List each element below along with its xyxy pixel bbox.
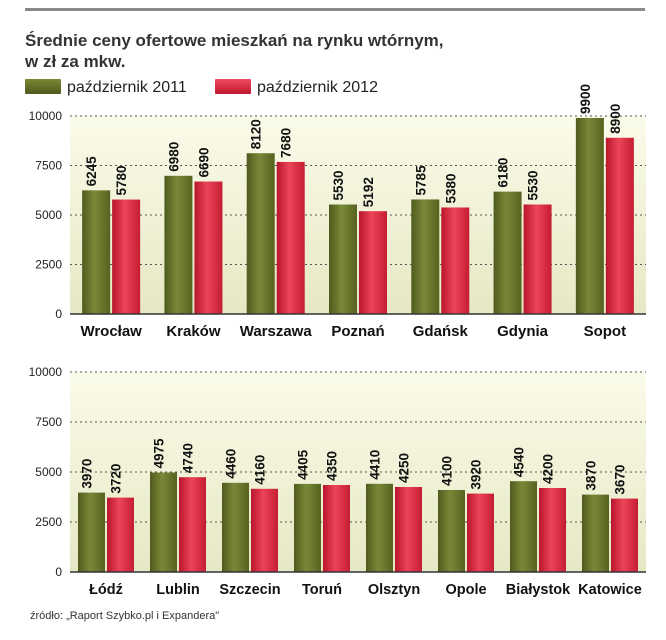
data-label: 5780: [114, 166, 129, 196]
category-label: Opole: [445, 582, 486, 598]
data-label: 4100: [440, 456, 455, 486]
data-label: 7680: [279, 128, 294, 158]
top-rule: [25, 8, 645, 11]
category-label: Łódź: [89, 582, 123, 598]
data-label: 3970: [80, 459, 95, 489]
data-label: 3720: [109, 464, 124, 494]
chart-panel-2: 0 2500 5000 7500 10000 3970 3720 Łódź 4975 4740 Lu…: [29, 365, 646, 598]
bar-2012: [359, 211, 387, 314]
bar-2011: [366, 483, 393, 572]
bar-2011: [150, 472, 177, 572]
bar-2011: [329, 204, 357, 314]
category-label: Olsztyn: [368, 582, 420, 598]
data-label: 6690: [196, 147, 211, 177]
data-label: 5530: [331, 170, 346, 200]
bar-2012: [179, 477, 206, 572]
bar-2012: [605, 137, 634, 314]
category-label: Szczecin: [219, 582, 280, 598]
legend-item-2011: październik 2011: [25, 78, 187, 98]
data-label: 3870: [584, 461, 599, 491]
legend-swatch-2012: [215, 79, 251, 94]
bar-2011: [164, 175, 193, 314]
data-label: 9900: [578, 84, 593, 114]
y-tick-label: 0: [55, 307, 62, 321]
data-label: 5530: [526, 170, 541, 200]
category-label: Poznań: [331, 323, 384, 340]
data-label: 8900: [608, 104, 623, 134]
data-label: 3920: [469, 460, 484, 490]
legend-label-2012: październik 2012: [257, 79, 378, 96]
category-label: Sopot: [584, 323, 627, 340]
data-label: 4460: [224, 449, 239, 479]
chart-title-line-1: Średnie ceny ofertowe mieszkań na rynku …: [25, 31, 444, 50]
data-label: 4160: [253, 455, 268, 485]
category-label: Katowice: [578, 582, 642, 598]
bar-2011: [246, 153, 275, 314]
data-label: 4975: [152, 438, 167, 469]
bar-2012: [251, 488, 278, 572]
bar-2011: [493, 191, 522, 314]
category-label: Gdańsk: [413, 323, 469, 340]
y-tick-label: 10000: [29, 365, 63, 379]
data-label: 6245: [84, 156, 99, 187]
y-tick-label: 7500: [35, 159, 62, 173]
data-label: 5192: [361, 177, 376, 207]
data-label: 5785: [413, 165, 428, 196]
data-label: 4740: [181, 443, 196, 473]
bar-2012: [467, 493, 494, 572]
category-label: Warszawa: [240, 323, 313, 340]
category-label: Kraków: [166, 323, 221, 340]
legend-label-2011: październik 2011: [67, 79, 187, 96]
data-label: 8120: [249, 119, 264, 149]
category-label: Białystok: [506, 582, 571, 598]
data-label: 6180: [496, 158, 511, 188]
bar-2012: [112, 199, 141, 314]
bar-2012: [395, 487, 422, 572]
y-tick-label: 0: [55, 565, 62, 579]
bar-2011: [582, 494, 609, 572]
data-label: 4350: [325, 451, 340, 481]
chart-title: Średnie ceny ofertowe mieszkań na rynku …: [25, 30, 625, 72]
bar-2012: [523, 204, 552, 314]
bar-2012: [611, 498, 638, 572]
data-label: 4540: [512, 447, 527, 477]
bar-2012: [539, 488, 566, 572]
data-label: 4405: [296, 449, 311, 480]
data-label: 5380: [443, 173, 458, 203]
legend-swatch-2011: [25, 79, 61, 94]
y-tick-label: 10000: [29, 109, 63, 123]
data-label: 4200: [541, 454, 556, 484]
y-tick-label: 2500: [35, 515, 62, 529]
bar-2011: [510, 481, 537, 572]
source-note: źródło: „Raport Szybko.pl i Expandera": [30, 610, 220, 622]
bar-2011: [294, 483, 321, 572]
category-label: Toruń: [302, 582, 342, 598]
data-label: 6980: [166, 142, 181, 172]
data-label: 4250: [397, 453, 412, 483]
bar-2012: [276, 161, 305, 314]
data-label: 3670: [613, 465, 628, 495]
bar-2011: [222, 482, 249, 572]
chart-title-line-2: w zł za mkw.: [25, 52, 126, 71]
bar-2011: [82, 190, 111, 314]
bar-2011: [575, 117, 604, 314]
bar-2012: [441, 207, 470, 314]
chart-panel-1: 0 2500 5000 7500 10000 6245 5780 Wrocław 6980 669…: [29, 84, 646, 340]
bar-2012: [107, 497, 134, 572]
bar-2012: [194, 181, 223, 314]
bar-2012: [323, 485, 350, 572]
category-label: Wrocław: [80, 323, 142, 340]
bar-2011: [78, 492, 105, 572]
category-label: Lublin: [156, 582, 200, 598]
data-label: 4410: [368, 450, 383, 480]
bar-2011: [438, 490, 465, 572]
bar-2011: [411, 199, 440, 314]
category-label: Gdynia: [497, 323, 549, 340]
legend-item-2012: październik 2012: [215, 78, 378, 98]
y-tick-label: 2500: [35, 258, 62, 272]
y-tick-label: 5000: [35, 465, 62, 479]
y-tick-label: 7500: [35, 415, 62, 429]
y-tick-label: 5000: [35, 208, 62, 222]
